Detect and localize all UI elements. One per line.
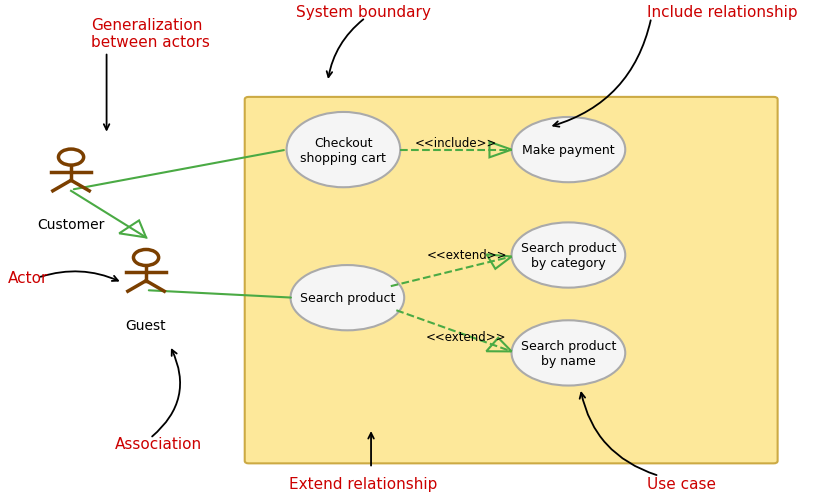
Text: Association: Association <box>115 436 201 451</box>
Text: <<include>>: <<include>> <box>415 136 497 149</box>
Text: Checkout
shopping cart: Checkout shopping cart <box>300 136 386 164</box>
Text: Generalization
between actors: Generalization between actors <box>91 18 210 50</box>
Text: Actor: Actor <box>8 271 49 286</box>
Text: Customer: Customer <box>37 218 105 232</box>
Text: Extend relationship: Extend relationship <box>289 476 437 491</box>
Text: <<extend>>: <<extend>> <box>426 330 506 343</box>
Ellipse shape <box>512 118 625 183</box>
Text: <<extend>>: <<extend>> <box>427 248 507 261</box>
Text: Search product
by category: Search product by category <box>521 241 616 270</box>
FancyBboxPatch shape <box>245 98 778 463</box>
Ellipse shape <box>286 113 400 188</box>
Text: Make payment: Make payment <box>522 144 615 157</box>
Ellipse shape <box>512 223 625 288</box>
Text: Search product
by name: Search product by name <box>521 339 616 367</box>
Text: Search product: Search product <box>299 292 395 305</box>
Text: Guest: Guest <box>125 318 167 332</box>
Ellipse shape <box>290 266 404 331</box>
Ellipse shape <box>512 321 625 386</box>
Text: System boundary: System boundary <box>295 5 431 20</box>
Text: Include relationship: Include relationship <box>648 5 798 20</box>
Text: Use case: Use case <box>648 476 716 491</box>
